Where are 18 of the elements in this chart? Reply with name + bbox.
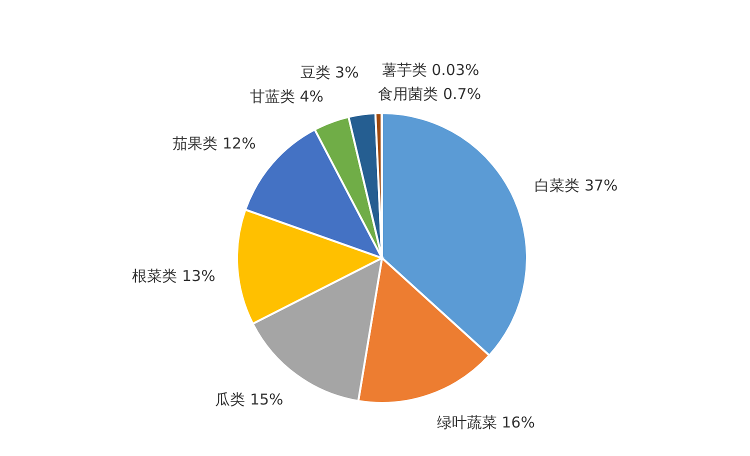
data-label: 12% <box>222 134 256 153</box>
data-label: 0.03% <box>432 61 480 80</box>
data-label: 4% <box>300 88 324 106</box>
data-label: 13% <box>182 266 216 285</box>
slice-label: 食用菌类 <box>378 85 438 104</box>
slice-label: 白菜类 <box>534 176 580 194</box>
data-label: 16% <box>502 414 535 432</box>
data-label: 3% <box>335 64 359 82</box>
slice-label: 甘蓝类 <box>250 88 295 106</box>
data-label: 15% <box>250 390 284 409</box>
slice-label: 茄果类 <box>172 134 218 153</box>
slice-label: 薯芋类 <box>382 61 427 80</box>
slice-label: 绿叶蔬菜 <box>436 414 497 432</box>
slice-label: 豆类 <box>300 64 330 82</box>
data-label: 37% <box>584 176 618 194</box>
data-label: 0.7% <box>442 85 482 104</box>
slice-label: 瓜类 <box>215 390 246 409</box>
slice-label: 根菜类 <box>132 266 178 285</box>
